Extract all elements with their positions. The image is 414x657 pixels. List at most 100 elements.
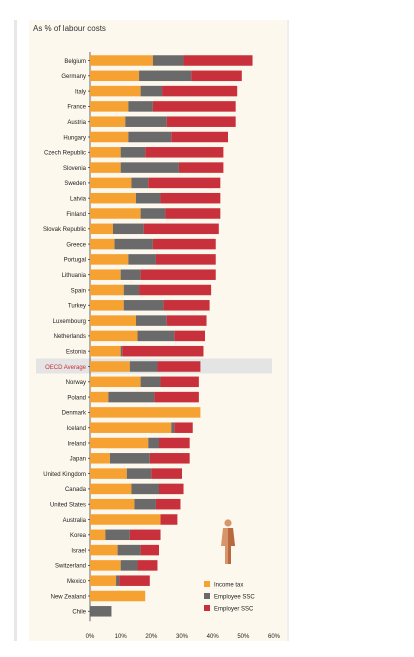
category-label: Slovak Republic <box>43 227 86 233</box>
category-label: Hungary <box>63 135 86 141</box>
bar-segment-employee-ssc <box>109 453 150 464</box>
category-label: Belgium <box>64 59 86 65</box>
bar-segment-employee-ssc <box>123 284 140 296</box>
category-label: Poland <box>67 395 86 401</box>
bar-segment-income-tax <box>90 55 153 66</box>
bar-segment-employer-ssc <box>145 147 224 158</box>
x-tick-label: 30% <box>176 634 189 640</box>
bar-segment-income-tax <box>90 131 129 143</box>
category-label: Portugal <box>64 258 86 264</box>
page-edge-rule <box>14 20 17 641</box>
bar-segment-employee-ssc <box>129 361 158 372</box>
category-label: Mexico <box>67 579 87 585</box>
bar-segment-employer-ssc <box>157 361 201 372</box>
legend-swatch-income-tax <box>204 581 210 587</box>
bar-segment-income-tax <box>90 575 117 586</box>
bar-segment-employee-ssc <box>131 483 159 495</box>
bar-segment-income-tax <box>90 284 124 296</box>
bar-segment-income-tax <box>90 101 129 112</box>
bar-segment-income-tax <box>90 208 141 219</box>
bar-segment-employee-ssc <box>128 131 172 143</box>
category-label: Greece <box>66 242 86 248</box>
bar-segment-employer-ssc <box>148 177 221 189</box>
bar-segment-employer-ssc <box>155 498 181 510</box>
bar-segment-employee-ssc <box>140 85 163 97</box>
bar-segment-employee-ssc <box>105 529 130 541</box>
bar-segment-income-tax <box>90 345 121 357</box>
bar-segment-income-tax <box>90 590 146 602</box>
category-label: Finland <box>66 212 86 218</box>
bar-segment-income-tax <box>90 483 132 495</box>
bar-segment-employer-ssc <box>166 116 236 127</box>
category-label: Chile <box>72 610 86 616</box>
category-label: Korea <box>70 533 87 539</box>
chart-subtitle: As % of labour costs <box>33 24 106 33</box>
bar-segment-income-tax <box>90 223 113 235</box>
bar-segment-employee-ssc <box>120 560 138 571</box>
bar-segment-employee-ssc <box>125 116 167 127</box>
legend-label-income-tax: Income tax <box>214 583 243 589</box>
category-label: OECD Average <box>45 365 87 371</box>
category-label: Germany <box>61 74 86 80</box>
category-label: Spain <box>71 288 86 294</box>
bar-segment-employee-ssc <box>136 315 167 326</box>
category-label: Czech Republic <box>44 151 86 157</box>
category-label: United Kingdom <box>43 472 86 478</box>
bar-segment-employer-ssc <box>159 483 184 495</box>
category-label: Italy <box>75 89 86 95</box>
legend-swatch-employee-ssc <box>204 593 210 599</box>
bar-segment-employer-ssc <box>160 514 178 525</box>
bar-segment-employee-ssc <box>171 422 175 433</box>
bar-segment-income-tax <box>90 514 161 525</box>
bar-segment-employer-ssc <box>178 162 224 173</box>
bar-segment-income-tax <box>90 330 138 342</box>
bar-segment-employee-ssc <box>140 208 166 219</box>
category-label: Norway <box>66 380 86 386</box>
x-tick-label: 60% <box>268 634 281 640</box>
bar-segment-employer-ssc <box>119 575 150 586</box>
bar-segment-income-tax <box>90 529 106 541</box>
bar-segment-employer-ssc <box>140 269 216 280</box>
bar-segment-income-tax <box>90 560 121 571</box>
bar-segment-employee-ssc <box>139 70 192 82</box>
bar-segment-employer-ssc <box>140 544 159 556</box>
bar-segment-income-tax <box>90 116 126 127</box>
bar-segment-employer-ssc <box>155 254 216 265</box>
category-label: Japan <box>70 457 86 463</box>
x-tick-label: 50% <box>237 634 250 640</box>
bar-segment-income-tax <box>90 238 115 250</box>
bar-segment-income-tax <box>90 70 140 82</box>
bar-segment-employer-ssc <box>137 560 158 571</box>
bar-segment-income-tax <box>90 361 130 372</box>
bar-segment-employee-ssc <box>136 192 161 204</box>
bar-segment-income-tax <box>90 437 149 449</box>
category-label: France <box>67 105 86 111</box>
bar-segment-employer-ssc <box>129 529 161 541</box>
category-label: Israel <box>71 548 86 554</box>
bar-segment-income-tax <box>90 254 129 265</box>
panel-shadow <box>287 20 289 641</box>
bar-segment-employer-ssc <box>165 208 221 219</box>
category-label: Sweden <box>64 181 86 187</box>
bar-segment-employer-ssc <box>191 70 242 82</box>
bar-segment-income-tax <box>90 177 132 189</box>
category-label: Latvia <box>70 197 87 203</box>
bar-segment-employer-ssc <box>174 330 205 342</box>
bar-segment-income-tax <box>90 453 110 464</box>
category-label: United States <box>50 503 86 509</box>
bar-segment-employee-ssc <box>120 147 146 158</box>
bar-segment-employee-ssc <box>131 177 149 189</box>
category-label: Turkey <box>68 304 86 310</box>
bar-segment-employee-ssc <box>116 575 120 586</box>
bar-segment-employee-ssc <box>117 544 141 556</box>
bar-segment-income-tax <box>90 192 136 204</box>
bar-segment-income-tax <box>90 391 109 403</box>
bar-segment-employer-ssc <box>122 345 204 357</box>
bar-segment-income-tax <box>90 300 124 311</box>
person-figure-icon-head <box>224 519 232 527</box>
bar-segment-employee-ssc <box>120 162 179 173</box>
bar-segment-income-tax <box>90 376 141 388</box>
bar-segment-employee-ssc <box>120 345 123 357</box>
person-figure-icon-shade <box>228 528 235 564</box>
bar-segment-employer-ssc <box>174 422 193 433</box>
